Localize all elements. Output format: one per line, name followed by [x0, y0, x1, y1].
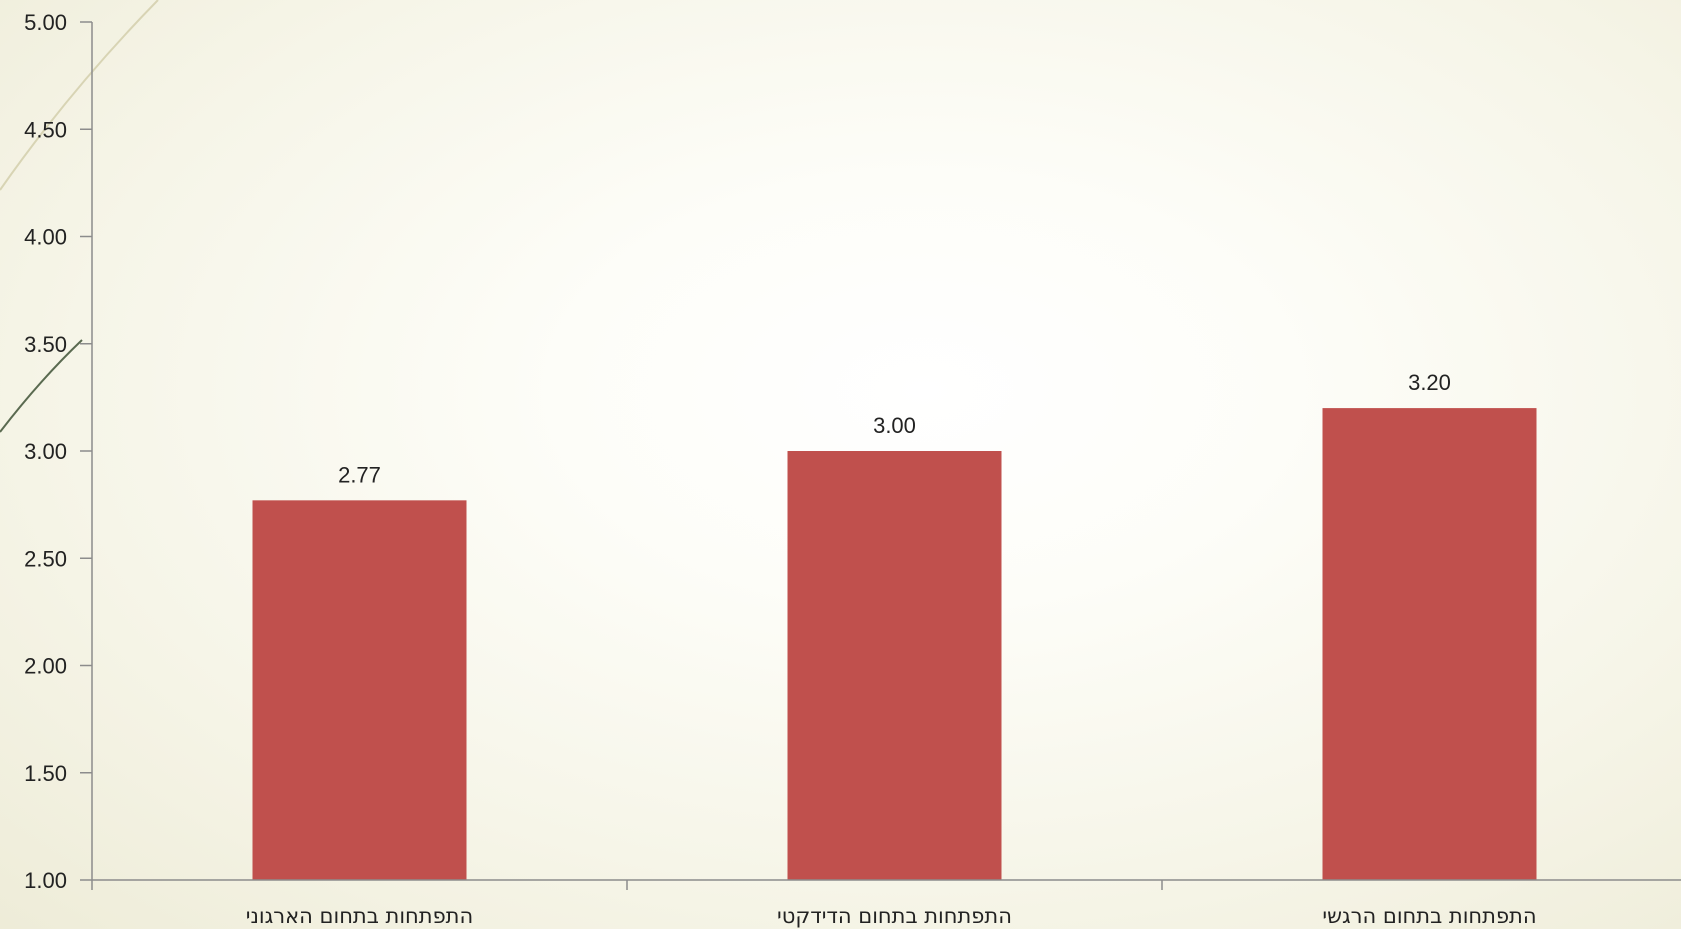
y-axis: 1.00 1.50 2.00 2.50 3.00 3.50 4.00 4.50 5.00 [24, 10, 93, 893]
bar-value-label: 3.00 [873, 413, 916, 438]
x-axis: התפתחות בתחום הארגוני התפתחות בתחום הדידק… [91, 879, 1681, 928]
bar-value-label: 3.20 [1408, 370, 1451, 395]
y-tick-label: 4.50 [24, 117, 67, 142]
x-category-label: התפתחות בתחום הדידקטי [777, 904, 1012, 928]
y-tick-label: 2.50 [24, 546, 67, 571]
bar [1322, 408, 1537, 880]
bar [252, 500, 467, 880]
bar-value-label: 2.77 [338, 462, 381, 487]
y-tick-label: 1.50 [24, 761, 67, 786]
bar [787, 451, 1002, 880]
y-tick-label: 1.00 [24, 868, 67, 893]
x-category-label: התפתחות בתחום הרגשי [1322, 904, 1536, 928]
y-tick-label: 4.00 [24, 225, 67, 250]
y-tick-label: 2.00 [24, 654, 67, 679]
x-category-label: התפתחות בתחום הארגוני [246, 904, 473, 928]
bars: 2.77 3.00 3.20 [252, 370, 1537, 880]
y-tick-label: 3.00 [24, 439, 67, 464]
y-tick-label: 5.00 [24, 10, 67, 35]
y-tick-label: 3.50 [24, 332, 67, 357]
decorative-curves [0, 0, 159, 433]
